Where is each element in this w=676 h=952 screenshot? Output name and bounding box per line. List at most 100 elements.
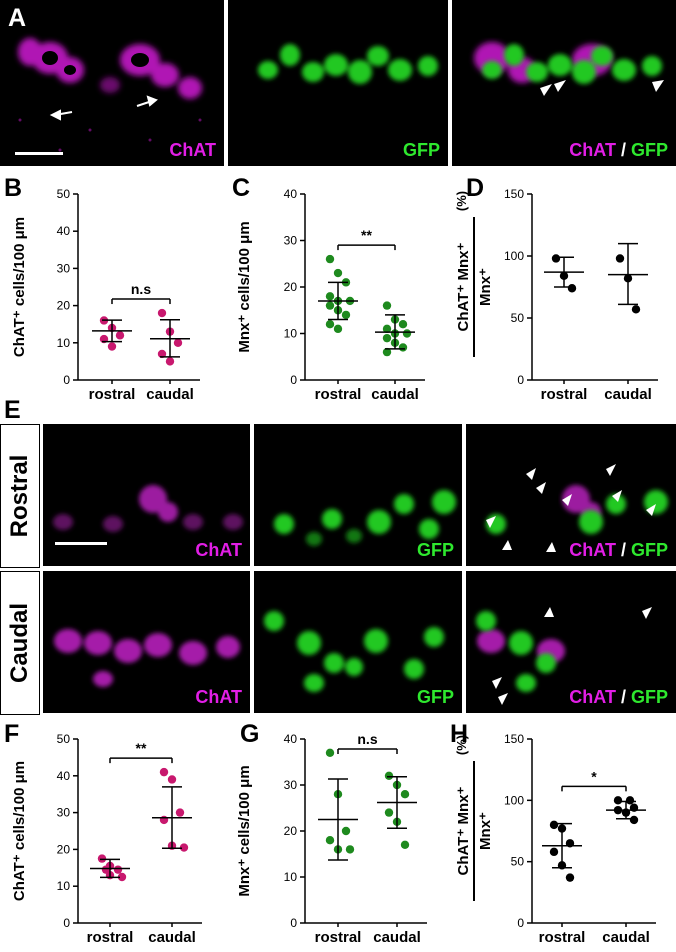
data-point-rostral xyxy=(107,342,117,351)
panel-a-merge-image: ChAT / GFP xyxy=(452,0,676,166)
y-tick-label: 10 xyxy=(57,336,71,350)
y-tick-label: 150 xyxy=(504,187,524,201)
data-point-caudal xyxy=(382,324,392,334)
data-point-rostral xyxy=(115,331,125,340)
y-tick-label: 0 xyxy=(63,373,70,387)
data-point-caudal xyxy=(629,815,639,825)
panel-letter-c: C xyxy=(232,174,251,202)
data-point-caudal xyxy=(382,301,392,310)
label-chat: ChAT xyxy=(195,540,242,560)
data-point-caudal xyxy=(382,347,392,357)
data-point-caudal xyxy=(613,796,623,805)
scale-bar xyxy=(55,542,107,545)
y-axis-label-denominator: Mnx⁺ xyxy=(477,268,494,306)
panel-letter-d: D xyxy=(466,174,485,202)
panel-e-rostral-chat-image: ChAT xyxy=(43,424,250,566)
data-point-caudal xyxy=(384,808,394,817)
x-tick-label-caudal: caudal xyxy=(602,929,650,946)
y-tick-label: 0 xyxy=(290,916,297,930)
caudal-merge-graphic xyxy=(476,607,652,705)
y-axis-label: ChAT⁺ cells/100 μm xyxy=(11,217,28,357)
label-chat: ChAT xyxy=(169,140,216,160)
y-tick-label: 20 xyxy=(284,824,298,838)
chart-h: 0 50 100 150 rostral caudal ChAT⁺ Mnx⁺ Mnx⁺ (%) * xyxy=(450,725,676,947)
data-point-caudal xyxy=(173,338,183,347)
significance-label: ** xyxy=(136,740,147,756)
data-point-caudal xyxy=(165,357,175,366)
panel-letter-b: B xyxy=(4,174,23,202)
merge-cells-graphic xyxy=(474,42,664,96)
y-tick-label: 30 xyxy=(57,261,71,275)
x-tick-label-caudal: caudal xyxy=(146,386,194,400)
significance-label: n.s xyxy=(131,281,151,297)
data-point-caudal xyxy=(398,320,408,329)
panel-a-chat-image: ChAT xyxy=(0,0,224,166)
panel-e-rostral-merge-image: ChAT / GFP xyxy=(466,424,676,566)
y-tick-label: 40 xyxy=(284,187,298,201)
data-point-rostral xyxy=(549,847,559,857)
y-tick-label: 50 xyxy=(57,732,71,746)
y-tick-label: 0 xyxy=(290,373,297,387)
data-point-rostral xyxy=(333,324,343,334)
y-axis-label-numerator: ChAT⁺ Mnx⁺ xyxy=(455,242,472,331)
y-tick-label: 0 xyxy=(517,916,524,930)
caudal-chat-graphic xyxy=(54,629,240,687)
y-tick-label: 20 xyxy=(57,842,71,856)
x-tick-label-rostral: rostral xyxy=(89,386,136,400)
data-point-rostral xyxy=(333,268,343,278)
y-tick-label: 10 xyxy=(284,870,298,884)
panel-letter-a: A xyxy=(8,4,27,32)
data-point-rostral xyxy=(325,748,335,757)
significance-label: * xyxy=(591,768,597,784)
y-tick-label: 50 xyxy=(57,187,71,201)
chart-b-svg: 0 10 20 30 40 50 rostral caudal ChAT⁺ cells/100 … xyxy=(11,187,200,403)
y-tick-label: 30 xyxy=(284,234,298,248)
chart-c: 0 10 20 30 40 rostral caudal Mnx⁺ cells/100 μm *… xyxy=(225,180,450,403)
scale-bar xyxy=(15,152,63,155)
y-tick-label: 100 xyxy=(504,249,524,263)
chart-g: 0 10 20 30 40 rostral caudal Mnx⁺ cells/100 μm n… xyxy=(225,725,450,947)
data-point-rostral xyxy=(325,836,335,845)
y-tick-label: 40 xyxy=(57,224,71,238)
chart-f: 0 10 20 30 40 50 rostral caudal ChAT⁺ cells/100 … xyxy=(0,725,225,947)
label-merge: ChAT / GFP xyxy=(569,140,668,160)
label-merge: ChAT / GFP xyxy=(569,687,668,707)
x-tick-label-caudal: caudal xyxy=(373,929,421,946)
chart-h-svg: 0 50 100 150 rostral caudal ChAT⁺ Mnx⁺ Mnx⁺ (%) * xyxy=(454,732,656,946)
x-tick-label-caudal: caudal xyxy=(604,386,652,400)
y-axis-label-denominator: Mnx⁺ xyxy=(477,812,494,850)
chart-d: 0 50 100 150 rostral caudal ChAT⁺ Mnx⁺ Mnx⁺ (%) xyxy=(450,180,676,403)
data-point-rostral xyxy=(345,845,355,854)
y-tick-label: 20 xyxy=(57,299,71,313)
panel-e-caudal-chat-image: ChAT xyxy=(43,571,250,713)
y-tick-label: 30 xyxy=(57,806,71,820)
data-point-caudal xyxy=(157,349,167,359)
label-gfp: GFP xyxy=(416,540,454,560)
x-tick-label-rostral: rostral xyxy=(87,929,134,946)
panel-letter-h: H xyxy=(450,720,469,748)
data-point-caudal xyxy=(631,305,641,314)
data-point-caudal xyxy=(625,796,635,805)
panel-letter-g: G xyxy=(240,720,260,748)
x-tick-label-rostral: rostral xyxy=(539,929,586,946)
y-axis-label-percent: (%) xyxy=(454,735,469,755)
data-point-rostral xyxy=(113,865,123,874)
data-point-caudal xyxy=(382,333,392,343)
y-axis-label-percent: (%) xyxy=(454,191,469,211)
row-label-caudal: Caudal xyxy=(0,571,40,715)
chart-g-svg: 0 10 20 30 40 rostral caudal Mnx⁺ cells/100 μm n… xyxy=(236,731,427,946)
y-tick-label: 150 xyxy=(504,732,524,746)
y-tick-label: 100 xyxy=(504,793,524,807)
data-point-caudal xyxy=(615,254,625,263)
rostral-gfp-graphic xyxy=(274,490,456,546)
data-point-caudal xyxy=(384,771,394,780)
data-point-rostral xyxy=(325,320,335,329)
panel-e-caudal-merge-image: ChAT / GFP xyxy=(466,571,676,713)
chart-c-svg: 0 10 20 30 40 rostral caudal Mnx⁺ cells/100 μm *… xyxy=(236,187,425,403)
y-axis-label: Mnx⁺ cells/100 μm xyxy=(236,221,253,352)
data-point-rostral xyxy=(551,254,561,263)
chart-f-svg: 0 10 20 30 40 50 rostral caudal ChAT⁺ cells/100 … xyxy=(11,732,202,946)
panel-letter-f: F xyxy=(4,720,20,748)
data-point-caudal xyxy=(179,843,189,852)
data-point-caudal xyxy=(400,840,410,849)
